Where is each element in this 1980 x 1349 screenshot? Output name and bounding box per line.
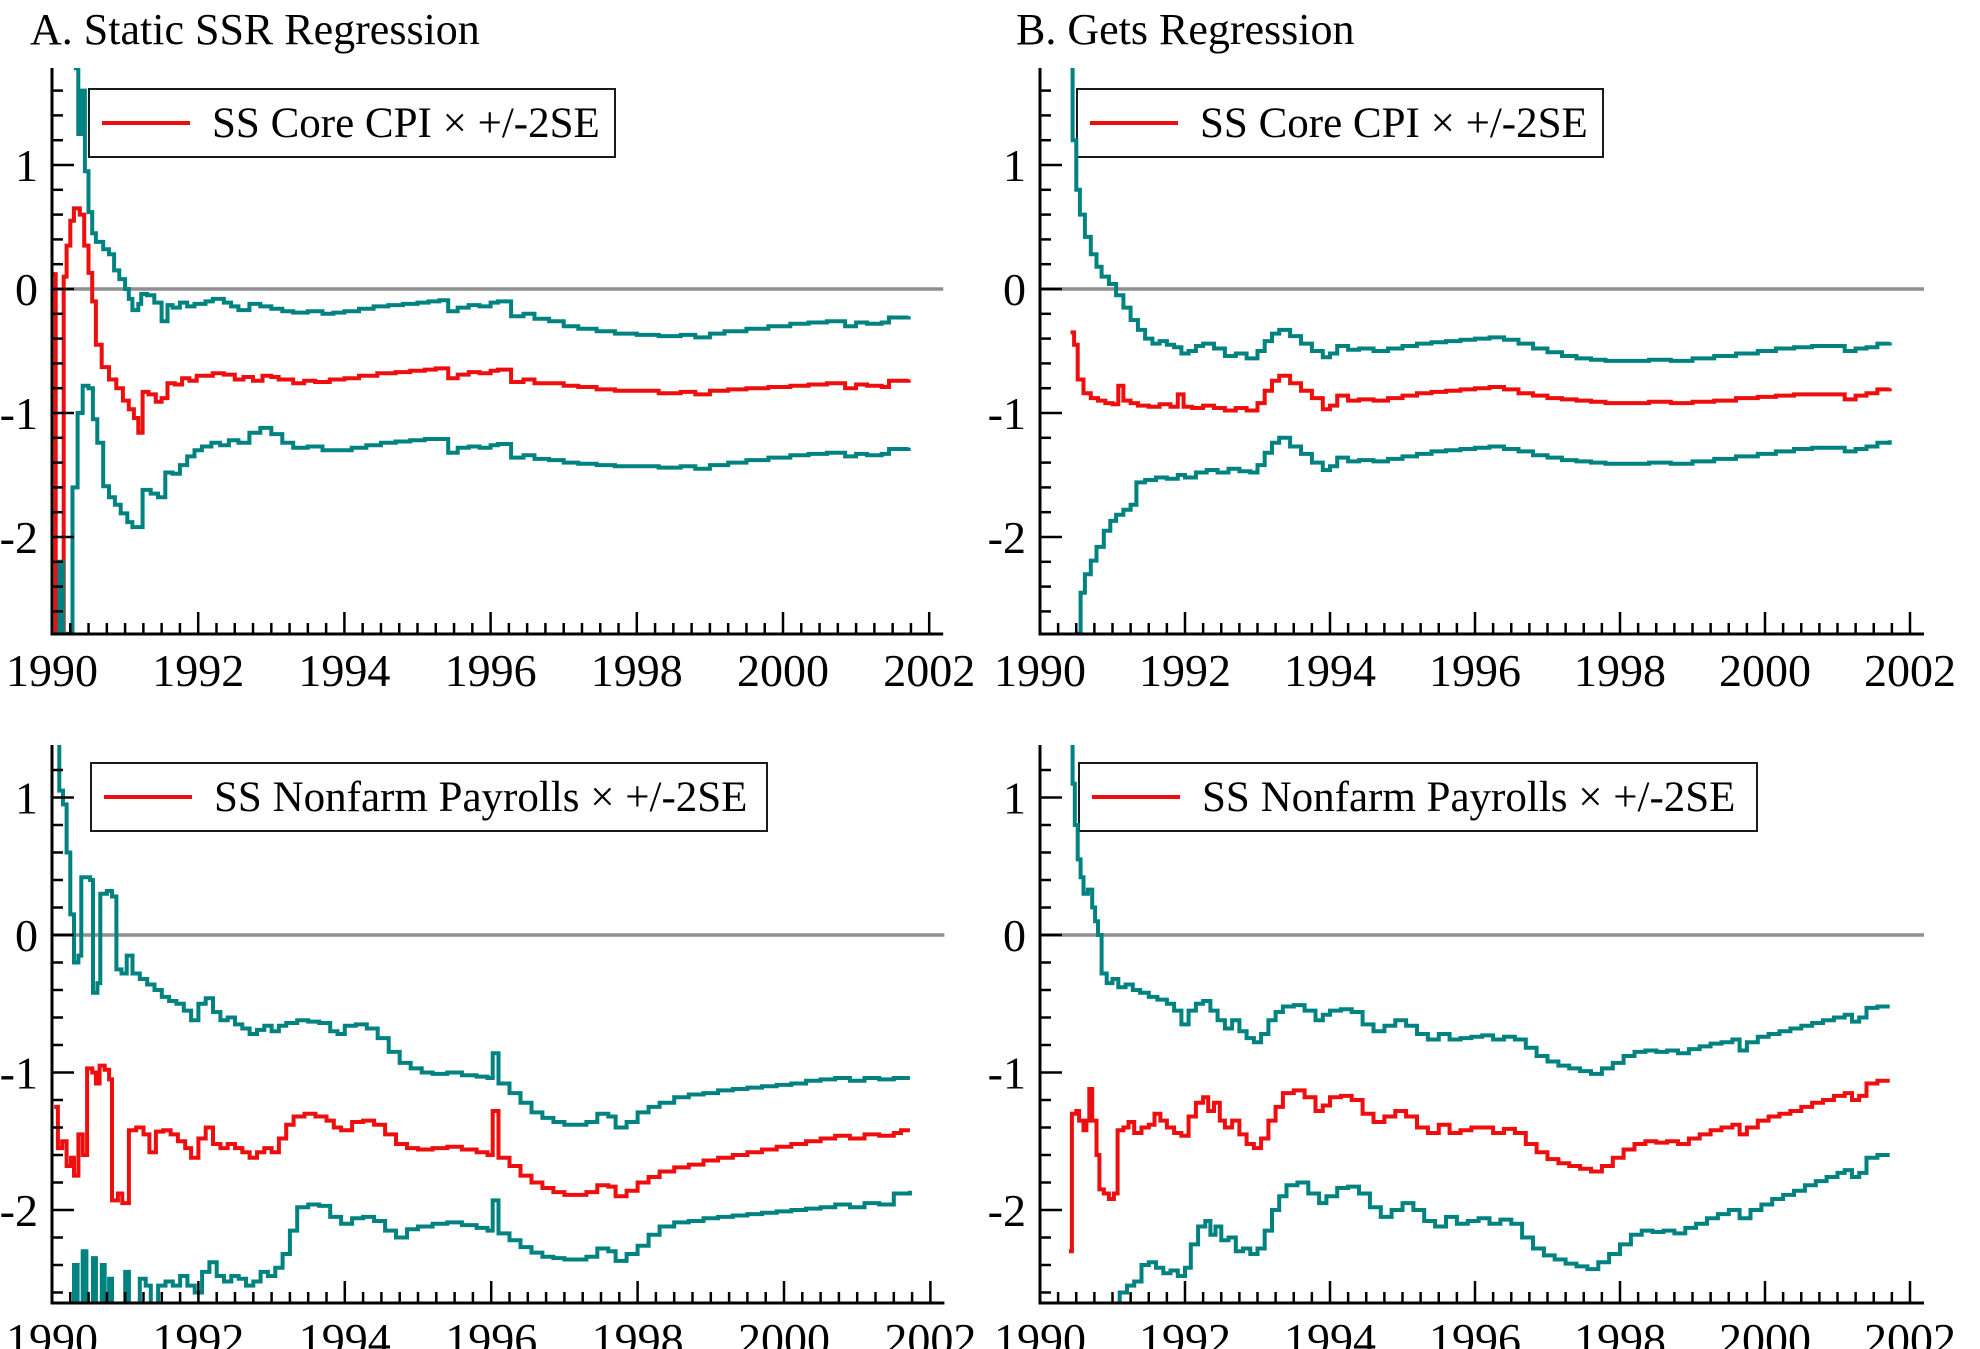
x-tick-label: 2000: [1719, 645, 1811, 696]
legend-label: SS Core CPI × +/-2SE: [1200, 99, 1588, 147]
x-tick-label: 1992: [1139, 645, 1231, 696]
panel-b-plot: -2 -1 0 1 1990 1992 1994 1996 1998 2000 2002: [988, 68, 1956, 696]
legend-panel-c: SS Nonfarm Payrolls × +/-2SE: [90, 762, 768, 832]
x-tick-label: 2000: [1719, 1314, 1811, 1349]
x-tick-label: 2002: [883, 645, 975, 696]
coefficient-line-sample: [102, 121, 190, 125]
x-tick-label: 1998: [1574, 1314, 1666, 1349]
panel-c-lower-2se-band: [72, 1190, 912, 1303]
y-tick-label: -2: [988, 1185, 1026, 1236]
coefficient-line-sample: [1092, 795, 1180, 799]
y-tick-label: 1: [15, 773, 38, 824]
panel-b-title: B. Gets Regression: [1016, 5, 1355, 54]
y-tick-label: -2: [0, 1185, 38, 1236]
coefficient-line-sample: [1090, 121, 1178, 125]
panel-a-lower-2se-band: [55, 383, 911, 634]
x-tick-label: 2002: [884, 1314, 976, 1349]
x-tick-label: 2000: [738, 1314, 830, 1349]
panel-d-coefficient: [1069, 1078, 1890, 1254]
y-tick-label: -2: [988, 512, 1026, 563]
x-tick-label: 1992: [152, 1314, 244, 1349]
x-tick-label: 1990: [6, 645, 98, 696]
y-tick-label: 1: [1003, 773, 1026, 824]
panel-a-coefficient: [53, 206, 911, 634]
x-tick-label: 1996: [445, 1314, 537, 1349]
panel-b-coefficient: [1070, 330, 1892, 413]
y-tick-label: 0: [1003, 264, 1026, 315]
x-tick-label: 1996: [1429, 645, 1521, 696]
x-tick-label: 1998: [1574, 645, 1666, 696]
panel-d-plot: -2 -1 0 1 1990 1992 1994 1996 1998 2000 2002: [988, 745, 1956, 1349]
panel-b-lower-2se-band: [1076, 435, 1892, 634]
y-tick-label: -1: [0, 388, 38, 439]
panel-c-plot: -2 -1 0 1 1990 1992 1994 1996 1998 2000 2002: [0, 745, 976, 1349]
coefficient-line-sample: [104, 795, 192, 799]
panel-c-coefficient: [54, 1063, 910, 1206]
x-tick-label: 1998: [591, 645, 683, 696]
y-tick-label: 1: [1003, 140, 1026, 191]
y-tick-label: -1: [0, 1048, 38, 1099]
x-tick-label: 1994: [1284, 1314, 1376, 1349]
x-tick-label: 1990: [6, 1314, 98, 1349]
y-tick-label: -2: [0, 512, 38, 563]
x-tick-label: 1990: [994, 645, 1086, 696]
legend-panel-a: SS Core CPI × +/-2SE: [88, 88, 616, 158]
panel-a-title: A. Static SSR Regression: [30, 5, 480, 54]
x-tick-label: 1996: [445, 645, 537, 696]
x-tick-label: 1992: [1139, 1314, 1231, 1349]
legend-panel-d: SS Nonfarm Payrolls × +/-2SE: [1078, 762, 1758, 832]
panel-d-lower-2se-band: [1117, 1153, 1890, 1303]
y-tick-label: -1: [988, 388, 1026, 439]
legend-label: SS Core CPI × +/-2SE: [212, 99, 600, 147]
x-tick-label: 1994: [299, 1314, 391, 1349]
y-tick-label: -1: [988, 1048, 1026, 1099]
y-tick-label: 1: [15, 140, 38, 191]
x-tick-label: 1998: [592, 1314, 684, 1349]
panel-a-plot: -2 -1 0 1 1990 1992 1994 1996 1998 2000 2002: [0, 68, 975, 696]
legend-label: SS Nonfarm Payrolls × +/-2SE: [1202, 773, 1736, 821]
x-tick-label: 1990: [994, 1314, 1086, 1349]
y-tick-label: 0: [15, 264, 38, 315]
x-tick-label: 1996: [1429, 1314, 1521, 1349]
x-tick-label: 1992: [152, 645, 244, 696]
legend-panel-b: SS Core CPI × +/-2SE: [1076, 88, 1604, 158]
y-tick-label: 0: [1003, 910, 1026, 961]
x-tick-label: 2000: [737, 645, 829, 696]
x-tick-label: 1994: [298, 645, 390, 696]
x-tick-label: 1994: [1284, 645, 1376, 696]
x-tick-label: 2002: [1864, 1314, 1956, 1349]
y-tick-label: 0: [15, 910, 38, 961]
legend-label: SS Nonfarm Payrolls × +/-2SE: [214, 773, 748, 821]
x-tick-label: 2002: [1864, 645, 1956, 696]
